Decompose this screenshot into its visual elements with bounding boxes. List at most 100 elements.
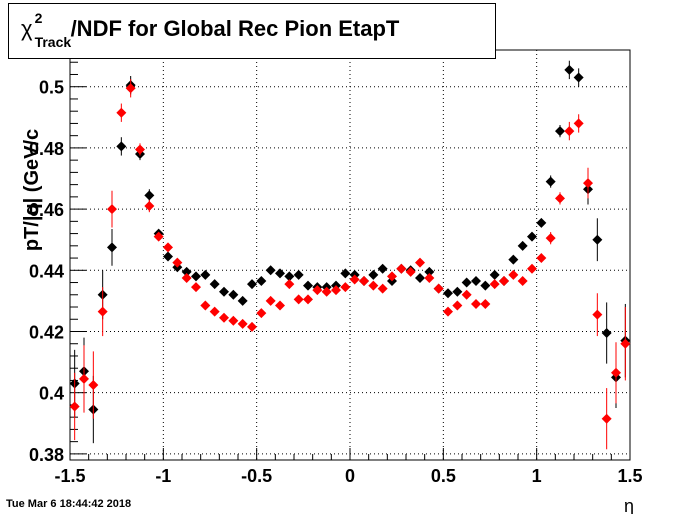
- data-point: [461, 277, 472, 288]
- data-point: [433, 283, 444, 294]
- title-rest: /NDF for Global Rec Pion EtapT: [70, 16, 400, 41]
- data-point: [489, 269, 500, 280]
- data-point: [69, 401, 80, 412]
- data-point: [293, 269, 304, 280]
- data-point: [489, 279, 500, 290]
- data-point: [555, 193, 565, 204]
- data-point: [191, 271, 201, 282]
- data-point: [228, 315, 239, 326]
- data-point: [303, 280, 313, 291]
- y-axis-label: pT/|q| (GeV/c: [21, 129, 43, 251]
- data-point: [349, 274, 360, 285]
- data-point: [592, 309, 603, 320]
- series-1: [69, 79, 631, 450]
- data-point: [508, 254, 519, 265]
- data-point: [377, 283, 388, 294]
- data-point: [284, 279, 295, 290]
- axis-tick-labels: -1.5 -1 -0.5 0 0.5 1 1.5 0.38 0.4 0.42 0.44 0.46 0.4…: [29, 78, 643, 486]
- x-tick-label: -0.5: [241, 466, 272, 486]
- data-point: [153, 231, 164, 242]
- data-point: [443, 288, 453, 299]
- data-point: [331, 285, 341, 296]
- data-point: [181, 272, 192, 283]
- data-point: [135, 144, 145, 155]
- data-point: [321, 286, 332, 297]
- data-point: [452, 300, 463, 311]
- title-chi-superscript: 2: [34, 10, 43, 26]
- data-point: [116, 107, 127, 118]
- data-point: [340, 268, 351, 279]
- data-point: [424, 272, 435, 283]
- grid-lines: [70, 50, 630, 460]
- x-tick-label: 0: [345, 466, 355, 486]
- data-point: [265, 295, 276, 306]
- data-point: [527, 263, 537, 274]
- data-point: [256, 276, 267, 287]
- data-point: [144, 201, 155, 212]
- data-point: [480, 298, 491, 309]
- data-point: [377, 263, 388, 274]
- data-point: [144, 190, 155, 201]
- chart-title: χ 2 Track/NDF for Global Rec Pion EtapT: [21, 10, 400, 50]
- data-point: [536, 217, 547, 228]
- data-point: [172, 257, 183, 268]
- data-point: [340, 282, 351, 293]
- data-point: [237, 295, 248, 306]
- x-axis-label: η: [624, 496, 634, 514]
- data-point: [471, 276, 481, 287]
- x-tick-label: -1: [155, 466, 171, 486]
- chart-title-box: χ 2 Track/NDF for Global Rec Pion EtapT: [8, 3, 496, 59]
- y-tick-label: 0.5: [39, 78, 64, 98]
- x-tick-label: 1.5: [617, 466, 642, 486]
- data-point: [564, 126, 575, 137]
- data-point: [396, 263, 407, 274]
- data-point: [265, 265, 276, 276]
- data-point: [387, 271, 397, 282]
- data-point: [284, 271, 295, 282]
- data-point: [125, 83, 136, 94]
- data-point: [573, 72, 584, 83]
- data-point: [517, 240, 528, 251]
- data-point: [499, 276, 509, 287]
- data-point: [88, 380, 99, 391]
- data-point: [219, 312, 229, 323]
- data-point: [247, 279, 257, 290]
- data-point: [312, 285, 323, 296]
- data-point: [517, 276, 528, 287]
- data-point: [527, 231, 537, 242]
- data-point: [209, 306, 220, 317]
- data-point: [545, 176, 556, 187]
- data-point: [256, 308, 267, 319]
- data-point: [555, 126, 565, 137]
- data-point: [219, 286, 229, 297]
- data-point: [275, 268, 285, 279]
- data-point: [116, 141, 127, 152]
- timestamp: Tue Mar 6 18:44:42 2018: [6, 498, 132, 510]
- title-chi-subscript: Track: [34, 34, 72, 50]
- data-point: [415, 272, 425, 283]
- data-point: [97, 306, 108, 317]
- data-point: [368, 280, 379, 291]
- data-point: [107, 242, 117, 253]
- data-points: [69, 60, 631, 450]
- data-point: [471, 298, 481, 309]
- data-point: [611, 367, 621, 378]
- data-point: [200, 269, 211, 280]
- data-point: [480, 280, 491, 291]
- x-tick-label: -1.5: [54, 466, 85, 486]
- data-point: [405, 266, 416, 277]
- data-point: [620, 338, 631, 349]
- data-point: [424, 266, 435, 277]
- data-point: [181, 266, 192, 277]
- data-point: [415, 257, 425, 268]
- data-point: [461, 289, 472, 300]
- data-point: [601, 328, 612, 339]
- data-point: [293, 294, 304, 305]
- data-point: [359, 276, 369, 287]
- data-point: [209, 279, 220, 290]
- data-point: [601, 413, 612, 424]
- data-point: [573, 118, 584, 129]
- x-tick-label: 0.5: [431, 466, 456, 486]
- data-point: [228, 289, 239, 300]
- data-point: [303, 294, 313, 305]
